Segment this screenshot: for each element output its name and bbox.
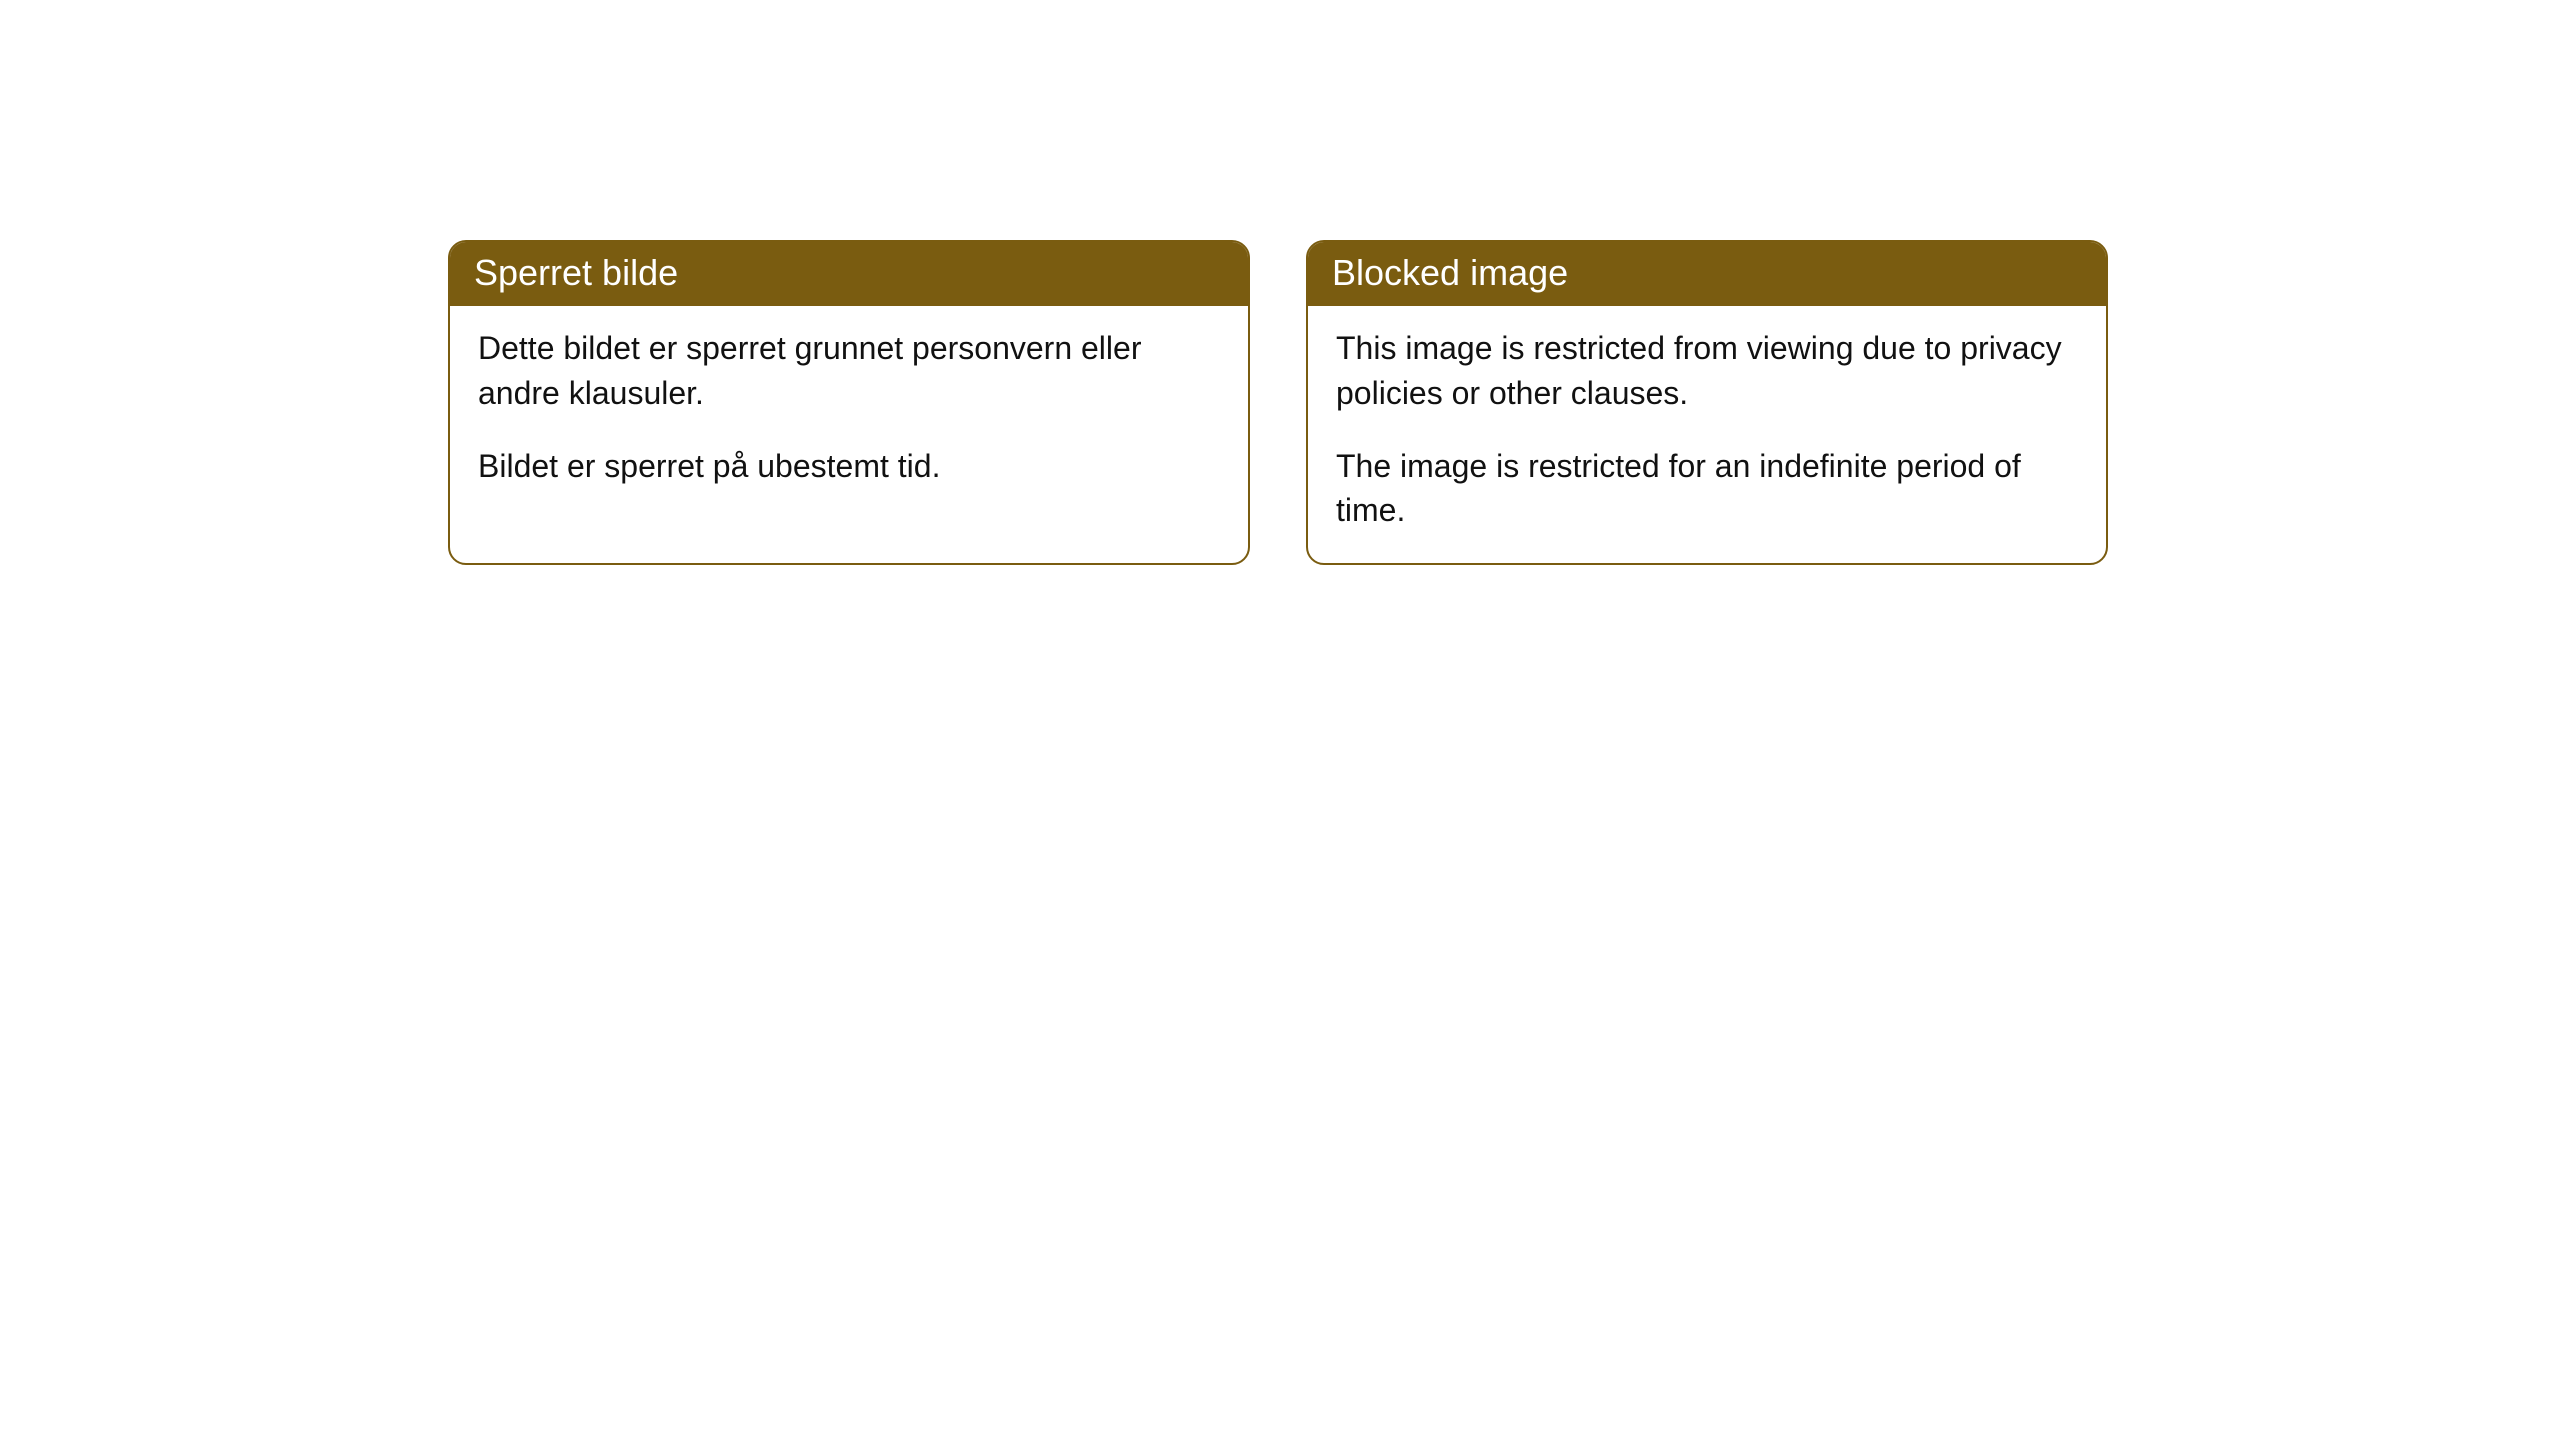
notice-paragraph: Dette bildet er sperret grunnet personve…	[478, 326, 1220, 416]
notice-body: This image is restricted from viewing du…	[1308, 306, 2106, 563]
notice-card-english: Blocked image This image is restricted f…	[1306, 240, 2108, 565]
notice-title: Blocked image	[1308, 242, 2106, 306]
notice-title: Sperret bilde	[450, 242, 1248, 306]
notice-card-norwegian: Sperret bilde Dette bildet er sperret gr…	[448, 240, 1250, 565]
notice-body: Dette bildet er sperret grunnet personve…	[450, 306, 1248, 518]
notice-container: Sperret bilde Dette bildet er sperret gr…	[448, 240, 2108, 565]
notice-paragraph: Bildet er sperret på ubestemt tid.	[478, 444, 1220, 489]
notice-paragraph: This image is restricted from viewing du…	[1336, 326, 2078, 416]
notice-paragraph: The image is restricted for an indefinit…	[1336, 444, 2078, 534]
